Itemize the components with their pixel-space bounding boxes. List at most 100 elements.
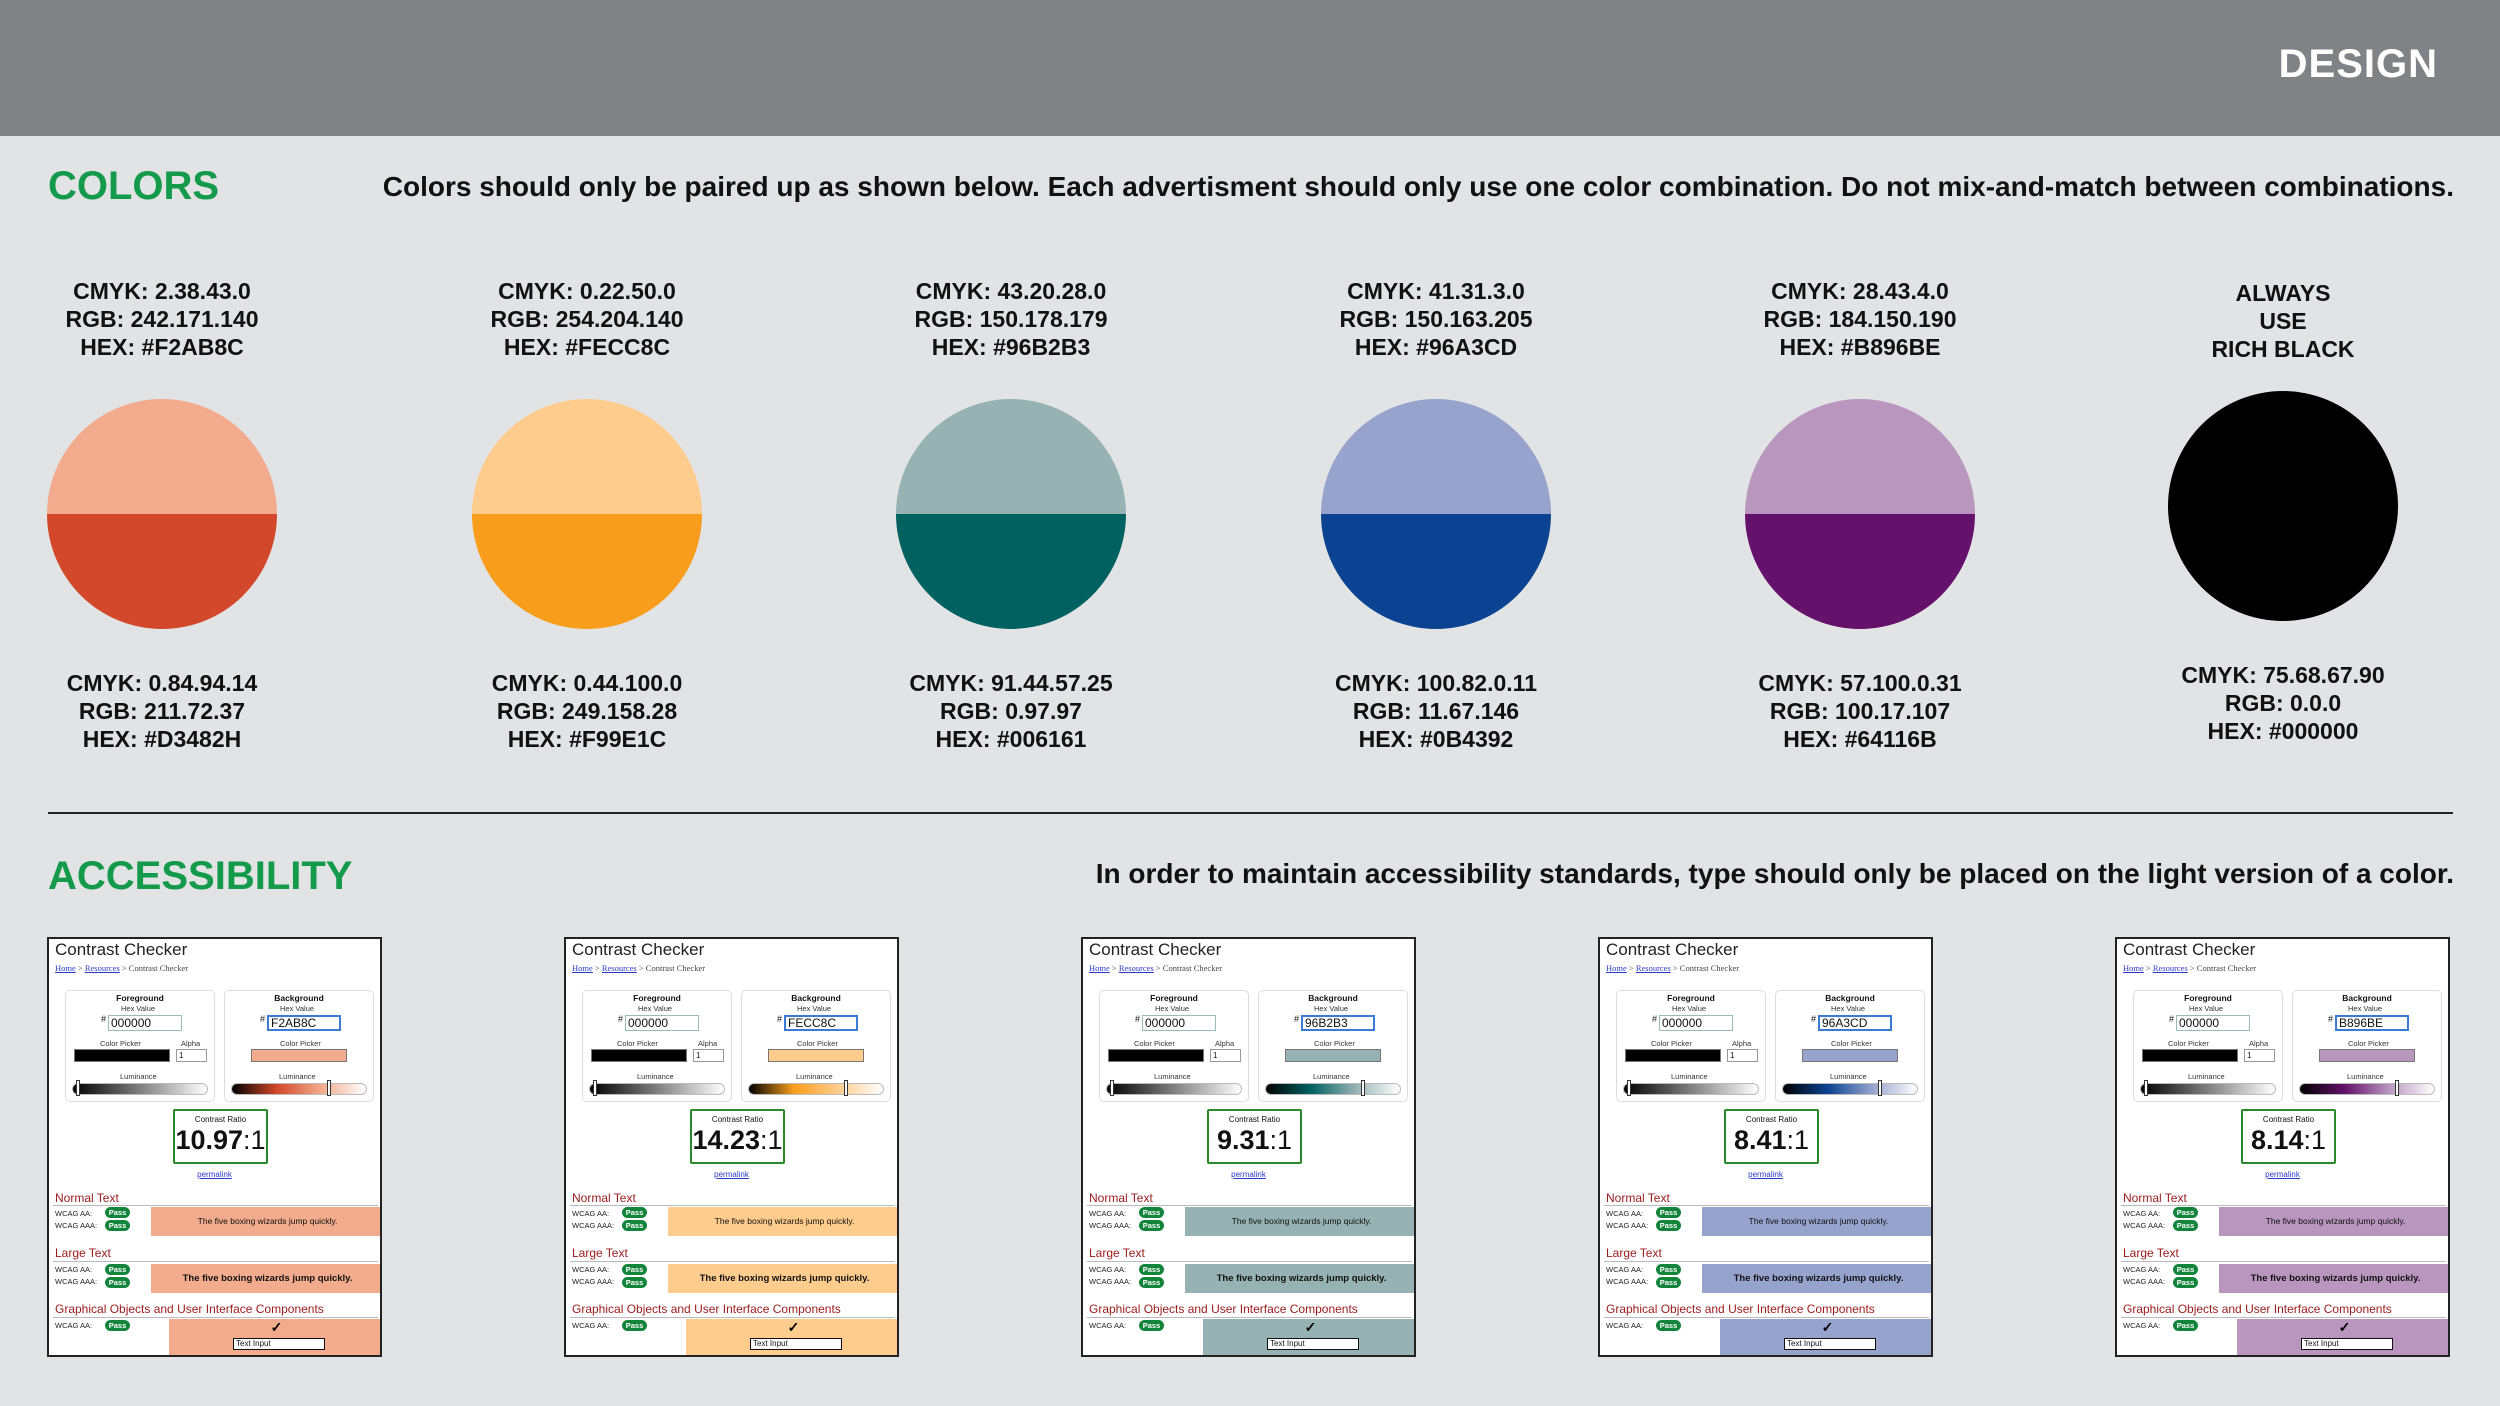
dark-rgb: RGB: 0.97.97 [940, 698, 1082, 724]
background-color-picker[interactable] [2319, 1049, 2415, 1062]
light-half [1321, 399, 1551, 514]
foreground-luminance-slider[interactable] [1623, 1083, 1759, 1095]
foreground-luminance-handle[interactable] [2144, 1080, 2148, 1096]
background-luminance-handle[interactable] [1878, 1080, 1882, 1096]
breadcrumb-resources-link[interactable]: Resources [84, 963, 120, 973]
background-hex-input[interactable]: 96B2B3 [1301, 1015, 1375, 1031]
wcag-aa-label: WCAG AA: [572, 1321, 610, 1330]
foreground-luminance-slider[interactable] [2140, 1083, 2276, 1095]
foreground-luminance-slider[interactable] [72, 1083, 208, 1095]
permalink[interactable]: permalink [197, 1170, 232, 1179]
black-cmyk: CMYK: 75.68.67.90 [2181, 662, 2385, 688]
breadcrumb-resources-link[interactable]: Resources [1118, 963, 1154, 973]
checker-title: Contrast Checker [572, 940, 705, 959]
background-luminance-handle[interactable] [1361, 1080, 1365, 1096]
breadcrumb-home-link[interactable]: Home [2123, 963, 2144, 973]
background-color-picker[interactable] [1802, 1049, 1898, 1062]
background-panel: Background Hex Value # B896BE Color Picker Lu… [2292, 990, 2442, 1102]
breadcrumb: Home > Resources > Contrast Checker [2123, 963, 2256, 973]
foreground-luminance-slider[interactable] [589, 1083, 725, 1095]
wcag-aa-label: WCAG AA: [2123, 1209, 2161, 1218]
alpha-input[interactable]: 1 [1727, 1049, 1758, 1062]
foreground-color-picker[interactable] [74, 1049, 170, 1062]
alpha-input[interactable]: 1 [693, 1049, 724, 1062]
foreground-hex-input[interactable]: 000000 [1142, 1015, 1216, 1031]
breadcrumb-current: > Contrast Checker [1670, 963, 1740, 973]
background-luminance-slider[interactable] [231, 1083, 367, 1095]
text-input-sample[interactable]: Text Input [2301, 1338, 2393, 1350]
foreground-color-picker[interactable] [591, 1049, 687, 1062]
foreground-luminance-handle[interactable] [593, 1080, 597, 1096]
background-luminance-slider[interactable] [1265, 1083, 1401, 1095]
rule [53, 1317, 378, 1318]
foreground-hex-input[interactable]: 000000 [1659, 1015, 1733, 1031]
breadcrumb-home-link[interactable]: Home [572, 963, 593, 973]
foreground-hex-input[interactable]: 000000 [625, 1015, 699, 1031]
background-luminance-handle[interactable] [844, 1080, 848, 1096]
text-input-sample[interactable]: Text Input [1784, 1338, 1876, 1350]
normal-text-heading: Normal Text [2123, 1191, 2187, 1205]
background-hex-input[interactable]: FECC8C [784, 1015, 858, 1031]
light-rgb: RGB: 150.163.205 [1339, 306, 1533, 332]
foreground-color-picker[interactable] [2142, 1049, 2238, 1062]
hash-symbol: # [777, 1014, 783, 1024]
alpha-label: Alpha [1215, 1039, 1235, 1048]
hex-value-label: Hex Value [1831, 1004, 1866, 1013]
contrast-ratio-value: 10.97 [175, 1125, 244, 1155]
foreground-luminance-handle[interactable] [76, 1080, 80, 1096]
foreground-color-picker[interactable] [1625, 1049, 1721, 1062]
light-hex: HEX: #B896BE [1779, 334, 1941, 360]
hash-symbol: # [1811, 1014, 1817, 1024]
foreground-label: Foreground [1667, 993, 1715, 1003]
text-input-sample[interactable]: Text Input [233, 1338, 325, 1350]
breadcrumb-resources-link[interactable]: Resources [601, 963, 637, 973]
text-input-sample[interactable]: Text Input [750, 1338, 842, 1350]
pass-badge: Pass [1139, 1207, 1164, 1218]
wcag-aaa-label: WCAG AAA: [1089, 1221, 1132, 1230]
foreground-hex-input[interactable]: 000000 [108, 1015, 182, 1031]
foreground-luminance-handle[interactable] [1627, 1080, 1631, 1096]
permalink[interactable]: permalink [1231, 1170, 1266, 1179]
breadcrumb-resources-link[interactable]: Resources [2152, 963, 2188, 973]
hex-value-label: Hex Value [280, 1004, 315, 1013]
text-input-sample[interactable]: Text Input [1267, 1338, 1359, 1350]
checkmark-icon: ✓ [1304, 1319, 1317, 1335]
foreground-luminance-handle[interactable] [1110, 1080, 1114, 1096]
light-cmyk: CMYK: 28.43.4.0 [1771, 278, 1949, 304]
pass-badge: Pass [105, 1277, 130, 1288]
permalink[interactable]: permalink [1748, 1170, 1783, 1179]
alpha-input[interactable]: 1 [176, 1049, 207, 1062]
alpha-input[interactable]: 1 [2244, 1049, 2275, 1062]
breadcrumb-resources-link[interactable]: Resources [1635, 963, 1671, 973]
background-hex-input[interactable]: B896BE [2335, 1015, 2409, 1031]
rule [1087, 1317, 1412, 1318]
background-luminance-handle[interactable] [2395, 1080, 2399, 1096]
foreground-luminance-slider[interactable] [1106, 1083, 1242, 1095]
wcag-aa-label: WCAG AA: [2123, 1321, 2161, 1330]
alpha-input[interactable]: 1 [1210, 1049, 1241, 1062]
permalink[interactable]: permalink [714, 1170, 749, 1179]
foreground-hex-input[interactable]: 000000 [2176, 1015, 2250, 1031]
normal-text-heading: Normal Text [572, 1191, 636, 1205]
breadcrumb-home-link[interactable]: Home [55, 963, 76, 973]
large-text-heading: Large Text [55, 1246, 111, 1260]
background-color-picker[interactable] [768, 1049, 864, 1062]
permalink[interactable]: permalink [2265, 1170, 2300, 1179]
background-hex-input[interactable]: F2AB8C [267, 1015, 341, 1031]
black-label-2: USE [2259, 308, 2307, 334]
background-hex-input[interactable]: 96A3CD [1818, 1015, 1892, 1031]
breadcrumb-home-link[interactable]: Home [1606, 963, 1627, 973]
breadcrumb-home-link[interactable]: Home [1089, 963, 1110, 973]
background-color-picker[interactable] [251, 1049, 347, 1062]
background-luminance-handle[interactable] [327, 1080, 331, 1096]
background-luminance-slider[interactable] [2299, 1083, 2435, 1095]
foreground-color-picker[interactable] [1108, 1049, 1204, 1062]
section-divider [48, 812, 2453, 814]
background-luminance-slider[interactable] [748, 1083, 884, 1095]
contrast-ratio-box: Contrast Ratio 14.23:1 [690, 1109, 785, 1164]
background-luminance-slider[interactable] [1782, 1083, 1918, 1095]
dark-hex: HEX: #0B4392 [1358, 726, 1514, 752]
background-color-picker[interactable] [1285, 1049, 1381, 1062]
hex-value-label: Hex Value [2189, 1004, 2224, 1013]
wcag-aaa-label: WCAG AAA: [1089, 1277, 1132, 1286]
